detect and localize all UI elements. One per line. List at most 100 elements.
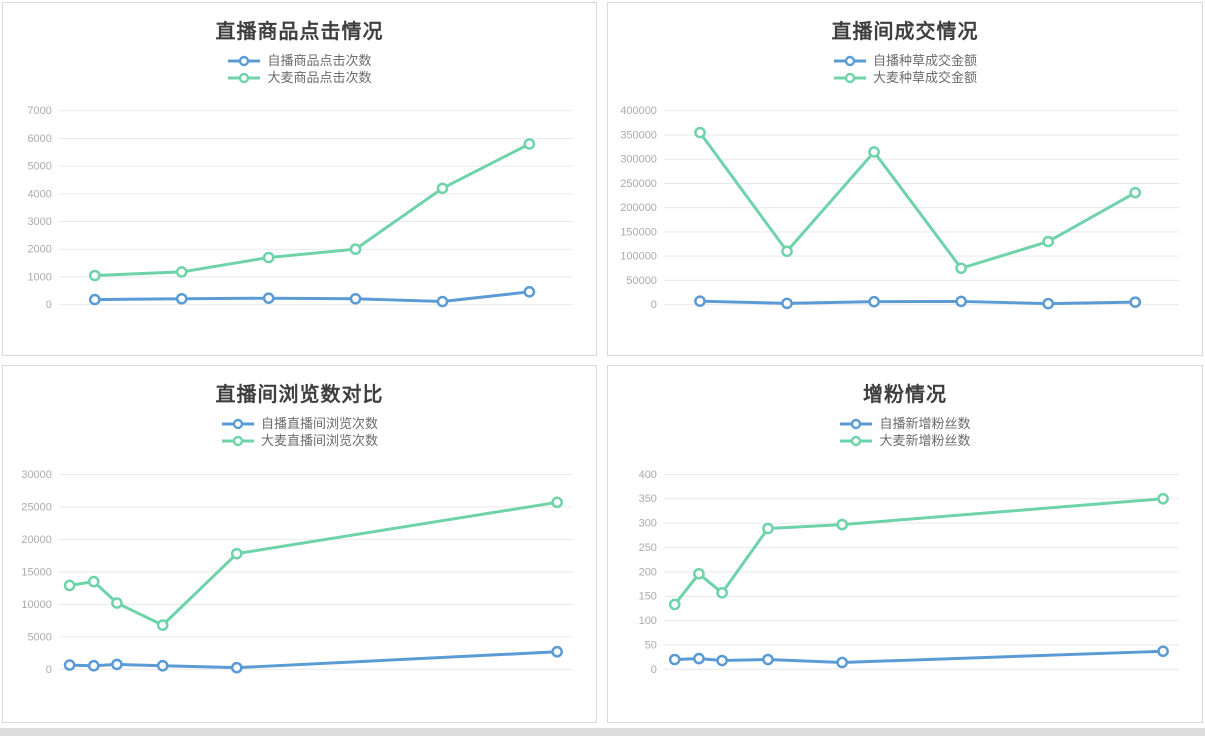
data-point-marker <box>1129 186 1142 199</box>
data-point-marker <box>781 245 793 258</box>
series-大麦种草成交金额 <box>694 126 1142 275</box>
data-point-marker <box>63 579 76 592</box>
line-marker-icon <box>840 418 873 430</box>
series-line <box>93 290 531 304</box>
y-tick-label: 5000 <box>27 161 51 173</box>
data-point-marker <box>868 295 880 308</box>
y-tick-label: 7000 <box>27 105 51 117</box>
legend-label: 自播种草成交金额 <box>872 53 977 68</box>
chart-title: 增粉情况 <box>863 384 947 406</box>
legend-item: 自播直播间浏览次数 <box>221 416 378 432</box>
y-tick-label: 50 <box>645 639 657 651</box>
data-point-marker <box>230 547 243 560</box>
data-point-marker <box>111 597 123 609</box>
legend-label: 自播新增粉丝数 <box>879 416 971 431</box>
series-line <box>68 650 559 670</box>
data-point-marker <box>156 659 169 672</box>
y-tick-label: 350 <box>639 493 657 505</box>
data-point-marker <box>762 522 774 535</box>
y-tick-label: 25000 <box>21 501 51 513</box>
series-大麦新增粉丝数 <box>668 492 1169 611</box>
chart-canvas: 0 1000 2000 3000 4000 5000 6000 7000 <box>27 105 574 311</box>
data-point-marker <box>955 262 967 275</box>
series-自播种草成交金额 <box>694 295 1142 310</box>
legend-label: 大麦种草成交金额 <box>872 70 977 85</box>
data-point-marker <box>868 146 880 158</box>
data-point-marker <box>836 518 848 531</box>
data-point-marker <box>87 659 100 672</box>
data-point-marker <box>836 656 848 669</box>
y-tick-label: 0 <box>651 664 657 676</box>
y-tick-label: 3000 <box>27 216 51 228</box>
legend-item: 大麦新增粉丝数 <box>839 433 971 449</box>
data-point-marker <box>175 266 188 278</box>
chart-panel-page-views[interactable]: 直播间浏览数对比 自播直播间浏览次数 大麦直播间浏览次数 0 5000 10000 1… <box>2 365 597 723</box>
legend-item: 自播新增粉丝数 <box>839 416 971 432</box>
chart-title: 直播间浏览数对比 <box>215 384 384 406</box>
chart-legend: 自播直播间浏览次数 大麦直播间浏览次数 <box>3 416 596 449</box>
line-marker-icon <box>221 418 254 430</box>
data-point-marker <box>668 598 681 611</box>
data-point-marker <box>156 619 169 631</box>
line-marker-icon <box>833 55 866 67</box>
y-grid: 0 50000 100000 150000 200000 250000 300000 3500… <box>620 105 1180 311</box>
data-point-marker <box>1129 296 1142 308</box>
chart-title: 直播间成交情况 <box>831 21 979 43</box>
legend-item: 自播种草成交金额 <box>833 53 977 69</box>
y-tick-label: 200 <box>639 566 657 578</box>
y-tick-label: 350000 <box>620 130 657 142</box>
series-自播商品点击次数 <box>88 286 536 308</box>
y-tick-label: 200000 <box>620 202 657 214</box>
data-point-marker <box>694 295 706 307</box>
y-tick-label: 100000 <box>620 251 657 263</box>
data-point-marker <box>87 575 100 588</box>
data-point-marker <box>693 567 705 580</box>
data-point-marker <box>716 586 728 599</box>
line-marker-icon <box>221 435 254 447</box>
series-大麦直播间浏览次数 <box>63 496 563 631</box>
series-line <box>68 500 559 627</box>
y-tick-label: 100 <box>639 615 657 627</box>
y-grid: 0 1000 2000 3000 4000 5000 6000 7000 <box>27 105 574 311</box>
series-line <box>673 497 1165 606</box>
y-tick-label: 5000 <box>27 631 51 643</box>
chart-legend: 自播新增粉丝数 大麦新增粉丝数 <box>608 416 1202 449</box>
legend-label: 自播商品点击次数 <box>267 53 372 68</box>
line-marker-icon <box>833 72 866 84</box>
y-grid: 0 5000 10000 15000 20000 25000 30000 <box>21 469 574 676</box>
y-tick-label: 2000 <box>27 244 51 256</box>
data-point-marker <box>349 292 362 305</box>
series-大麦商品点击次数 <box>88 138 536 282</box>
chart-legend: 自播种草成交金额 大麦种草成交金额 <box>608 53 1202 86</box>
legend-item: 大麦商品点击次数 <box>227 70 372 86</box>
data-point-marker <box>436 295 449 308</box>
data-point-marker <box>88 293 101 306</box>
chart-panel-transactions[interactable]: 直播间成交情况 自播种草成交金额 大麦种草成交金额 0 50000 100000 15… <box>607 2 1203 356</box>
y-tick-label: 0 <box>46 664 52 676</box>
data-point-marker <box>175 292 188 305</box>
data-point-marker <box>551 645 563 658</box>
data-point-marker <box>955 295 967 308</box>
y-tick-label: 0 <box>46 299 52 311</box>
legend-label: 大麦商品点击次数 <box>267 70 372 85</box>
data-point-marker <box>349 243 362 255</box>
line-marker-icon <box>228 72 261 84</box>
data-point-marker <box>1157 645 1169 658</box>
data-point-marker <box>523 138 536 150</box>
y-tick-label: 4000 <box>27 188 51 200</box>
series-自播直播间浏览次数 <box>63 645 563 674</box>
legend-item: 自播商品点击次数 <box>227 53 372 69</box>
legend-label: 大麦直播间浏览次数 <box>260 433 378 448</box>
y-tick-label: 400000 <box>620 105 657 117</box>
data-point-marker <box>523 286 536 298</box>
data-point-marker <box>551 496 563 509</box>
y-tick-label: 6000 <box>27 133 51 145</box>
chart-title: 直播商品点击情况 <box>215 21 384 43</box>
y-tick-label: 300 <box>639 518 657 530</box>
y-tick-label: 400 <box>639 469 657 481</box>
data-point-marker <box>1157 492 1169 505</box>
chart-panel-product-clicks[interactable]: 直播商品点击情况 自播商品点击次数 大麦商品点击次数 0 1000 2000 3000… <box>2 2 597 356</box>
data-point-marker <box>1042 235 1055 248</box>
chart-panel-fans-growth[interactable]: 增粉情况 自播新增粉丝数 大麦新增粉丝数 0 50 100 150 200 250 300 3… <box>607 365 1203 723</box>
data-point-marker <box>694 126 706 139</box>
